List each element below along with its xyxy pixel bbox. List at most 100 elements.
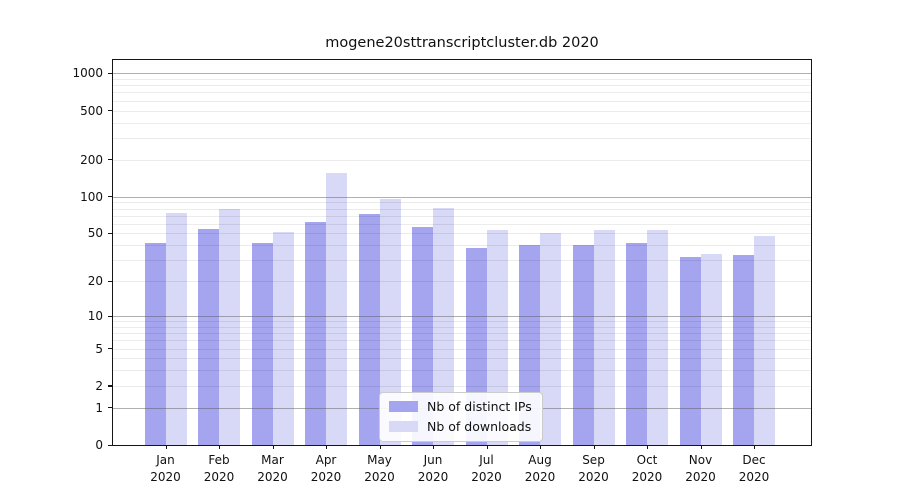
- y-tick-label: 200: [80, 152, 103, 167]
- legend-swatch-downloads: [389, 421, 418, 432]
- y-tick-mark: [108, 232, 112, 235]
- bar-ips-may: [358, 214, 380, 445]
- gridline-major: [113, 196, 811, 198]
- y-tick-mark: [108, 407, 112, 409]
- bar-ips-apr: [305, 222, 326, 445]
- y-tick-mark: [108, 110, 112, 112]
- y-tick-label: 500: [80, 103, 103, 118]
- x-tick-label: Mar 2020: [246, 452, 300, 485]
- x-tick-year: 2020: [150, 469, 181, 484]
- bar-downloads-jan: [165, 213, 187, 445]
- plot-area: 1000 500 200 100 50 20 10 5 2 1 0 Jan 2020 Feb 2020 Mar…: [72, 59, 812, 484]
- x-tick-month: Mar: [261, 453, 284, 467]
- x-tick-mark: [379, 445, 381, 449]
- x-tick-label: Sep 2020: [567, 452, 621, 485]
- y-tick-label: 2: [95, 378, 103, 393]
- x-tick-label: May 2020: [353, 452, 407, 485]
- y-tick-label: 0: [95, 438, 103, 452]
- bar-ips-feb: [198, 229, 219, 445]
- x-tick-year: 2020: [578, 469, 609, 484]
- gridline-minor: [113, 215, 811, 217]
- x-tick-year: 2020: [364, 469, 395, 484]
- gridline-minor: [113, 208, 811, 210]
- y-tick-mark: [108, 348, 112, 350]
- x-tick-year: 2020: [310, 469, 342, 484]
- bar-ips-dec: [733, 255, 754, 445]
- bar-ips-nov: [679, 256, 701, 445]
- bar-downloads-dec: [754, 235, 775, 445]
- x-tick-label: Nov 2020: [674, 452, 728, 485]
- x-tick-mark: [433, 445, 435, 449]
- gridline-minor: [113, 92, 811, 94]
- y-tick-label: 5: [95, 341, 103, 356]
- y-tick-mark: [108, 159, 112, 161]
- x-tick-year: 2020: [631, 469, 663, 484]
- legend-label-ips: Nb of distinct IPs: [427, 399, 532, 414]
- bar-ips-sep: [572, 245, 594, 445]
- bar-downloads-jun: [433, 207, 454, 445]
- x-tick-month: Nov: [688, 453, 713, 467]
- bar-downloads-feb: [219, 209, 240, 445]
- x-tick-mark: [754, 445, 756, 449]
- bar-downloads-aug: [540, 233, 561, 445]
- bar-downloads-jul: [486, 230, 508, 445]
- x-tick-label: Jul 2020: [460, 452, 514, 485]
- gridline-minor: [113, 223, 811, 225]
- x-tick-mark: [486, 445, 488, 449]
- y-tick-mark: [108, 196, 112, 198]
- bar-ips-jun: [412, 227, 433, 445]
- legend-label-downloads: Nb of downloads: [427, 419, 532, 434]
- x-tick-year: 2020: [524, 469, 556, 484]
- gridline-minor: [113, 100, 811, 102]
- y-tick-label: 1: [95, 400, 103, 415]
- legend-item-ips: Nb of distinct IPs: [389, 399, 532, 414]
- x-tick-month: Sep: [582, 453, 605, 467]
- y-tick-mark: [108, 280, 112, 282]
- bar-ips-mar: [251, 242, 273, 445]
- chart-title: mogene20sttranscriptcluster.db 2020: [325, 35, 599, 51]
- bar-downloads-nov: [700, 253, 722, 445]
- x-tick-mark: [647, 445, 649, 449]
- gridline-minor: [113, 85, 811, 87]
- gridline-minor: [113, 110, 811, 112]
- x-tick-month: May: [367, 453, 392, 467]
- legend-swatch-ips: [389, 401, 418, 412]
- y-tick-mark: [108, 444, 112, 446]
- legend-item-downloads: Nb of downloads: [389, 419, 532, 434]
- y-tick-mark: [108, 72, 112, 74]
- x-tick-mark: [272, 445, 274, 449]
- x-tick-label: Oct 2020: [620, 452, 674, 485]
- x-tick-label: Aug 2020: [513, 452, 567, 485]
- x-tick-year: 2020: [685, 469, 716, 484]
- x-tick-month: Jul: [479, 453, 494, 467]
- bar-downloads-apr: [326, 173, 347, 445]
- x-tick-year: 2020: [203, 469, 235, 484]
- x-tick-mark: [540, 445, 542, 449]
- x-tick-mark: [700, 445, 702, 449]
- x-tick-month: Oct: [636, 453, 658, 467]
- y-tick-label: 100: [80, 189, 103, 204]
- x-tick-month: Dec: [742, 453, 766, 467]
- gridline-minor: [113, 137, 811, 139]
- y-tick-label: 20: [87, 274, 103, 289]
- x-tick-year: 2020: [471, 469, 502, 484]
- x-tick-month: Aug: [528, 453, 552, 467]
- x-tick-label: Feb 2020: [192, 452, 246, 485]
- gridline-minor: [113, 78, 811, 80]
- bar-ips-jan: [144, 242, 166, 445]
- x-tick-mark: [593, 445, 595, 449]
- gridline-minor: [113, 159, 811, 161]
- x-tick-mark: [219, 445, 221, 449]
- gridline-minor: [113, 202, 811, 204]
- x-tick-label: Jun 2020: [406, 452, 460, 485]
- bar-downloads-may: [379, 199, 401, 445]
- bar-ips-oct: [626, 242, 647, 445]
- y-tick-mark: [108, 315, 112, 317]
- y-tick-label: 1000: [72, 66, 103, 81]
- x-tick-mark: [165, 445, 167, 449]
- legend: Nb of distinct IPs Nb of downloads: [379, 392, 543, 442]
- x-tick-year: 2020: [417, 469, 449, 484]
- x-tick-label: Jan 2020: [139, 452, 193, 485]
- bar-downloads-mar: [272, 232, 294, 445]
